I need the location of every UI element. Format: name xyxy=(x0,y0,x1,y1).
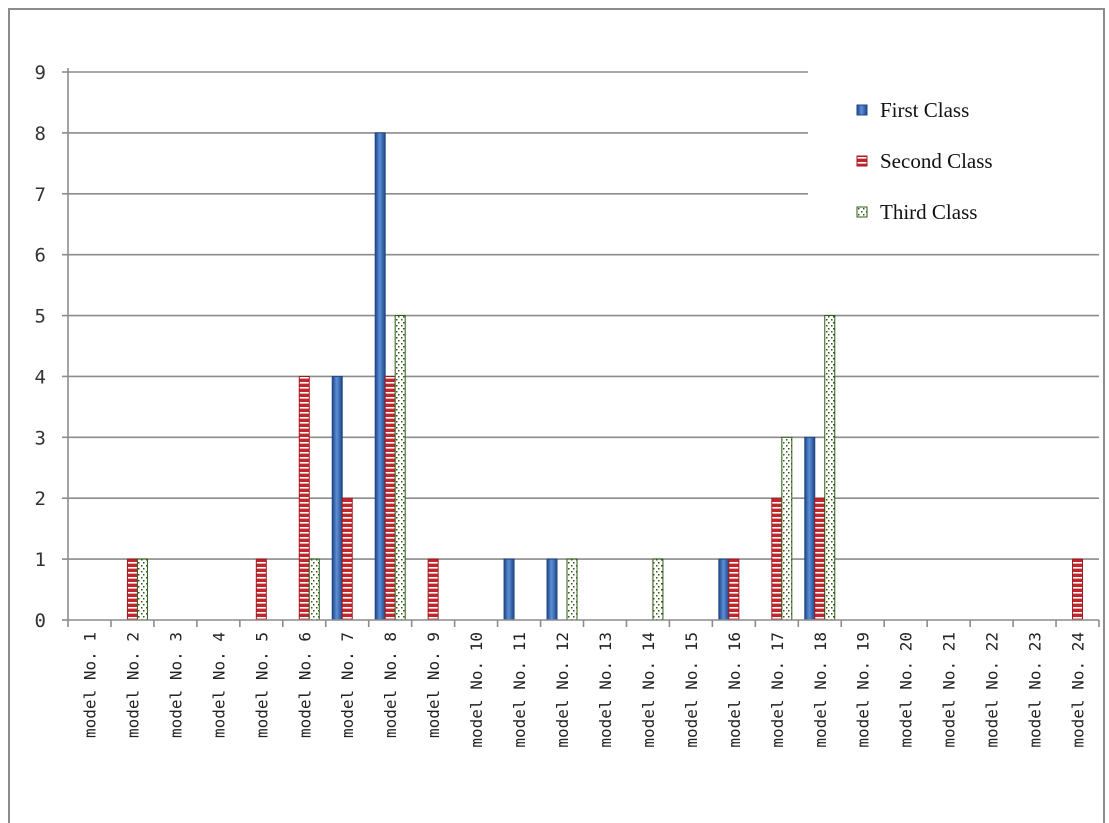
bar-second-class-16 xyxy=(728,558,740,621)
bar-third-class-14 xyxy=(652,558,664,621)
legend-label-third-class: Third Class xyxy=(880,200,977,224)
x-tick-label-18: model No. 18 xyxy=(811,632,830,748)
y-tick-labels: 0 1 2 3 4 5 6 7 8 9 xyxy=(35,62,46,632)
bar-third-class-12 xyxy=(566,558,578,621)
bar-first-class-16 xyxy=(718,558,730,621)
y-tick-label-7: 7 xyxy=(35,184,46,206)
x-tick-label-22: model No. 22 xyxy=(983,632,1002,748)
x-tick-label-5: model No. 5 xyxy=(252,632,271,738)
x-tick-label-4: model No. 4 xyxy=(209,632,228,738)
bar-third-class-8 xyxy=(394,315,406,621)
x-tick-label-7: model No. 7 xyxy=(338,632,357,738)
x-tick-label-24: model No. 24 xyxy=(1069,632,1088,748)
legend-swatch-first-class xyxy=(856,104,868,116)
bar-second-class-18 xyxy=(814,497,826,621)
bar-second-class-6 xyxy=(298,375,310,621)
bar-second-class-24 xyxy=(1072,558,1084,621)
x-tick-labels: model No. 1 model No. 2 model No. 3 model N… xyxy=(80,632,1087,748)
bar-first-class-7 xyxy=(331,375,343,621)
bar-first-class-12 xyxy=(546,558,558,621)
bar-second-class-8 xyxy=(384,375,396,621)
x-tick-label-12: model No. 12 xyxy=(553,632,572,748)
legend: First Class Second Class Third Class xyxy=(856,98,993,224)
x-tick-label-3: model No. 3 xyxy=(166,632,185,738)
bar-third-class-18 xyxy=(824,315,836,621)
y-tick-label-6: 6 xyxy=(35,245,46,267)
bar-first-class-8 xyxy=(374,132,386,621)
y-tick-label-2: 2 xyxy=(35,488,46,510)
x-tick-label-11: model No. 11 xyxy=(510,632,529,748)
bar-third-class-2 xyxy=(136,558,148,621)
bar-second-class-7 xyxy=(341,497,353,621)
axes xyxy=(62,68,1100,627)
x-tick-label-16: model No. 16 xyxy=(725,632,744,748)
bar-first-class-18 xyxy=(804,436,816,621)
x-tick-label-10: model No. 10 xyxy=(467,632,486,748)
x-tick-label-13: model No. 13 xyxy=(596,632,615,748)
x-tick-label-8: model No. 8 xyxy=(381,632,400,738)
x-tick-label-9: model No. 9 xyxy=(424,632,443,738)
y-tick-label-9: 9 xyxy=(35,62,46,84)
x-tick-label-19: model No. 19 xyxy=(854,632,873,748)
x-tick-label-2: model No. 2 xyxy=(123,632,142,738)
legend-label-second-class: Second Class xyxy=(880,149,993,173)
x-tick-label-23: model No. 23 xyxy=(1026,632,1045,748)
x-tick-label-20: model No. 20 xyxy=(897,632,916,748)
bar-third-class-17 xyxy=(781,436,793,621)
y-tick-label-0: 0 xyxy=(35,610,46,632)
bar-second-class-9 xyxy=(427,558,439,621)
y-tick-label-1: 1 xyxy=(35,549,46,571)
x-tick-label-15: model No. 15 xyxy=(682,632,701,748)
x-tick-label-17: model No. 17 xyxy=(768,632,787,748)
x-tick-label-21: model No. 21 xyxy=(940,632,959,748)
bar-second-class-17 xyxy=(771,497,783,621)
bar-first-class-11 xyxy=(503,558,515,621)
y-tick-label-3: 3 xyxy=(35,427,46,449)
chart-frame xyxy=(8,8,1105,823)
bar-second-class-2 xyxy=(126,558,138,621)
bar-second-class-5 xyxy=(255,558,267,621)
y-tick-label-5: 5 xyxy=(35,306,46,328)
y-tick-label-4: 4 xyxy=(35,366,46,388)
x-tick-label-14: model No. 14 xyxy=(639,632,658,748)
gridlines xyxy=(68,71,1099,560)
x-tick-label-1: model No. 1 xyxy=(80,632,99,738)
legend-swatch-second-class xyxy=(856,155,868,167)
legend-swatch-third-class xyxy=(856,206,868,218)
bar-third-class-6 xyxy=(308,558,320,621)
x-tick-label-6: model No. 6 xyxy=(295,632,314,738)
y-tick-label-8: 8 xyxy=(35,123,46,145)
legend-label-first-class: First Class xyxy=(880,98,969,122)
